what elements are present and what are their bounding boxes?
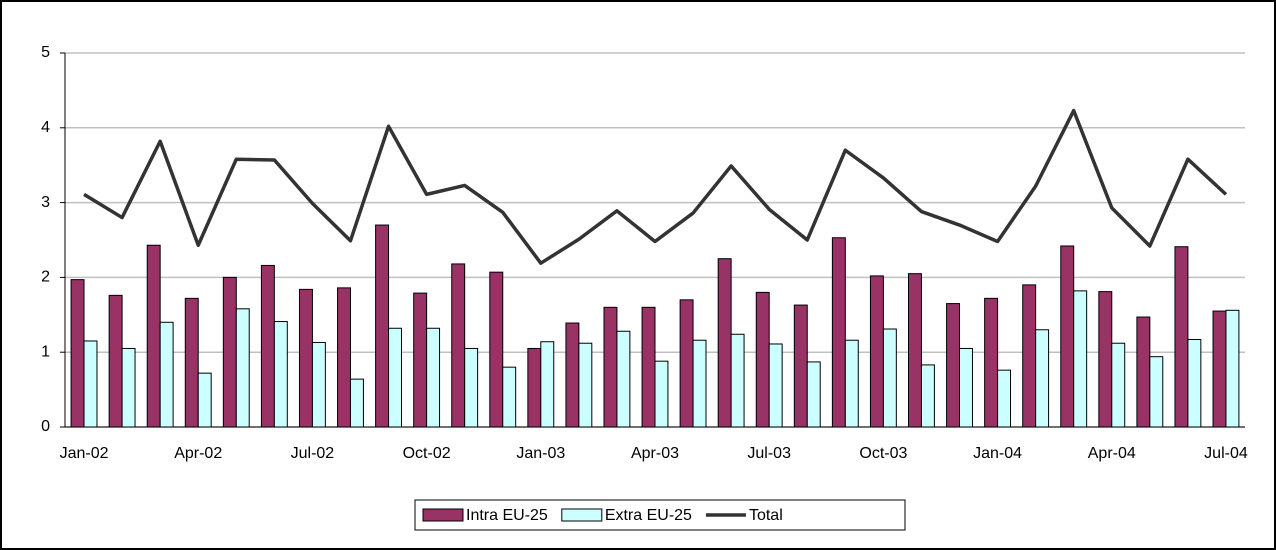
bar — [806, 361, 821, 428]
bar — [1060, 245, 1075, 428]
bar — [273, 321, 288, 428]
bar — [1174, 246, 1189, 428]
bar — [1022, 284, 1037, 428]
bar — [1149, 356, 1164, 428]
bar — [337, 287, 351, 428]
bar — [464, 347, 479, 428]
bar — [1212, 310, 1227, 428]
bar — [1073, 290, 1088, 428]
bar — [984, 297, 999, 428]
x-tick-label: Apr-02 — [174, 445, 222, 462]
bar — [121, 347, 136, 428]
bar — [1136, 316, 1151, 428]
bar — [413, 292, 428, 428]
y-tick-label: 3 — [41, 194, 50, 211]
y-tick-label: 1 — [41, 343, 50, 360]
x-tick-label: Apr-04 — [1088, 445, 1136, 462]
bar — [70, 279, 85, 428]
bar — [997, 369, 1012, 428]
bar — [869, 275, 884, 428]
legend-box — [414, 499, 906, 531]
bar — [349, 378, 364, 428]
bar — [451, 263, 466, 428]
bar — [679, 299, 694, 428]
legend-label: Intra EU-25 — [466, 507, 548, 524]
bar — [908, 273, 922, 428]
bar — [1187, 338, 1202, 428]
bar — [298, 288, 313, 428]
bar — [603, 306, 618, 428]
x-tick-label: Jul-02 — [291, 445, 335, 462]
legend-swatch — [422, 508, 464, 522]
bar — [108, 294, 123, 428]
bar — [1225, 309, 1240, 428]
bar — [489, 271, 504, 428]
x-tick-label: Oct-03 — [859, 445, 907, 462]
bar — [920, 364, 935, 428]
x-tick-label: Jan-02 — [60, 445, 109, 462]
bar — [1111, 342, 1126, 428]
bar — [768, 343, 783, 428]
bar — [184, 297, 199, 428]
bar — [844, 339, 859, 428]
bar — [222, 276, 237, 428]
bar — [1098, 291, 1113, 428]
bar — [426, 327, 441, 428]
bar — [692, 339, 707, 428]
y-tick-label: 5 — [41, 44, 50, 61]
bar — [388, 327, 402, 428]
bar — [1035, 329, 1050, 428]
bar — [565, 322, 580, 428]
bar — [311, 341, 326, 428]
legend-swatch — [561, 508, 603, 522]
bar — [831, 237, 846, 428]
y-tick-label: 0 — [41, 418, 50, 435]
bar — [959, 347, 973, 428]
bar — [146, 244, 161, 428]
y-tick-label: 4 — [41, 119, 50, 136]
x-tick-label: Jul-04 — [1204, 445, 1248, 462]
legend-label: Total — [749, 507, 783, 524]
bar — [793, 304, 808, 428]
bar — [717, 258, 732, 428]
bar — [946, 303, 961, 428]
bar — [502, 366, 517, 428]
bar — [654, 360, 669, 428]
x-tick-label: Jan-03 — [516, 445, 565, 462]
bar — [730, 333, 745, 428]
bar — [260, 264, 275, 428]
bar — [159, 321, 174, 428]
bar — [540, 341, 555, 428]
bar — [616, 330, 631, 428]
bar — [83, 340, 98, 428]
bar — [235, 308, 250, 428]
x-tick-label: Apr-03 — [631, 445, 679, 462]
bar — [527, 347, 542, 428]
bar — [641, 306, 656, 428]
bar — [197, 372, 212, 428]
bar — [375, 224, 390, 428]
line — [83, 108, 1228, 265]
x-tick-label: Jul-03 — [747, 445, 791, 462]
bar — [755, 291, 770, 428]
x-tick-label: Oct-02 — [403, 445, 451, 462]
bar — [882, 328, 897, 428]
bar — [578, 342, 593, 428]
y-tick-label: 2 — [41, 269, 50, 286]
legend-label: Extra EU-25 — [605, 507, 692, 524]
x-tick-label: Jan-04 — [973, 445, 1022, 462]
